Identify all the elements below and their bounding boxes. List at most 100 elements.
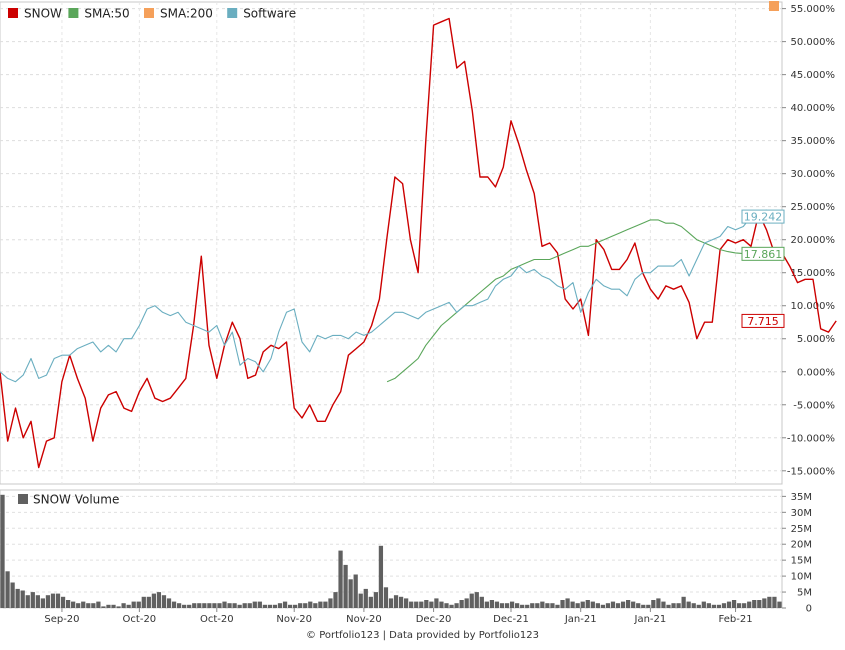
volume-bar xyxy=(585,600,590,608)
x-tick-label: Jan-21 xyxy=(564,614,597,625)
volume-bar xyxy=(595,603,600,608)
volume-bar xyxy=(15,588,20,608)
volume-bar xyxy=(192,603,197,608)
volume-bar xyxy=(464,598,469,608)
price-tick-label: -10.000% xyxy=(787,433,835,444)
volume-bar xyxy=(227,603,232,608)
volume-bar xyxy=(767,596,772,608)
x-tick-label: Dec-21 xyxy=(493,614,529,625)
volume-bar xyxy=(50,593,56,608)
legend-label-software: Software xyxy=(243,7,296,21)
volume-bar xyxy=(404,598,409,608)
volume-bar xyxy=(217,603,222,608)
volume-bar xyxy=(358,593,363,608)
volume-bar xyxy=(484,601,489,608)
x-tick-label: Dec-20 xyxy=(416,614,452,625)
volume-bar xyxy=(313,603,318,608)
volume-bar xyxy=(681,596,686,608)
price-tick-label: 45.000% xyxy=(791,70,836,81)
volume-bar xyxy=(30,592,35,608)
volume-bar xyxy=(454,603,459,608)
volume-bar xyxy=(721,603,727,608)
price-tick-label: 15.000% xyxy=(791,268,836,279)
volume-bar xyxy=(742,603,747,608)
volume-bar xyxy=(126,604,131,608)
volume-bar xyxy=(96,601,101,608)
volume-tick-label: 15M xyxy=(791,556,812,567)
volume-bar xyxy=(489,600,495,608)
volume-bar xyxy=(60,596,66,608)
volume-bar xyxy=(348,579,353,608)
x-tick-label: Feb-21 xyxy=(719,614,753,625)
x-tick-label: Nov-20 xyxy=(346,614,382,625)
volume-bar xyxy=(0,494,5,608)
volume-bar xyxy=(121,603,126,608)
volume-bar xyxy=(308,601,313,608)
volume-bar xyxy=(272,604,278,608)
last-value-box-software xyxy=(741,209,785,224)
volume-bar xyxy=(777,601,782,608)
volume-bar xyxy=(222,601,227,608)
price-tick-label: -15.000% xyxy=(787,466,835,477)
x-tick-label: Sep-20 xyxy=(44,614,79,625)
volume-bar xyxy=(293,604,298,608)
legend-swatch-snow xyxy=(8,8,18,18)
price-plot-area xyxy=(0,1,783,485)
volume-bar xyxy=(318,601,323,608)
volume-bar xyxy=(636,603,641,608)
volume-bar xyxy=(368,596,373,608)
volume-bar xyxy=(620,601,626,608)
volume-bar xyxy=(666,604,671,608)
volume-bar xyxy=(474,592,479,608)
x-tick-label: Oct-20 xyxy=(123,614,157,625)
last-value-label-software: 19.242 xyxy=(744,211,783,224)
volume-bar xyxy=(207,603,212,608)
volume-bar xyxy=(494,601,500,608)
volume-bar xyxy=(40,598,46,608)
volume-bar xyxy=(570,601,575,608)
volume-bar xyxy=(303,603,308,608)
legend-swatch-software xyxy=(227,8,238,18)
series-line-software xyxy=(0,209,782,383)
volume-bar xyxy=(499,603,505,608)
volume-bar xyxy=(444,603,449,608)
series-line-snow xyxy=(0,17,837,469)
volume-bar xyxy=(520,604,525,608)
volume-tick-label: 10M xyxy=(791,572,812,583)
price-panel: -15.000% -10.000% -5.000% 0.000% 5.000% 10.00… xyxy=(0,1,837,485)
volume-bar xyxy=(736,603,742,608)
volume-bar xyxy=(530,603,535,608)
volume-bar xyxy=(197,603,202,608)
volume-bar xyxy=(711,604,717,608)
volume-bar xyxy=(247,603,252,608)
footer-credit: © Portfolio123 | Data provided by Portfo… xyxy=(306,630,539,641)
volume-tick-label: 25M xyxy=(791,524,812,535)
volume-bar xyxy=(65,600,71,608)
volume-bar xyxy=(131,601,136,608)
volume-bar xyxy=(676,603,681,608)
volume-bar xyxy=(91,603,96,608)
legend-swatch-sma-200 xyxy=(144,8,154,18)
price-tick-label: 10.000% xyxy=(791,301,836,312)
volume-bar xyxy=(631,601,636,608)
volume-bar xyxy=(565,598,570,608)
volume-bar xyxy=(338,550,343,608)
price-tick-label: 30.000% xyxy=(791,169,836,180)
volume-bar xyxy=(590,601,595,608)
volume-bar xyxy=(35,595,40,608)
volume-bar xyxy=(691,603,696,608)
volume-bar xyxy=(323,601,328,608)
volume-plot-area xyxy=(0,489,783,609)
volume-bar xyxy=(262,604,267,608)
volume-bar xyxy=(762,598,767,608)
volume-bar xyxy=(25,595,30,608)
volume-bar xyxy=(747,601,752,608)
volume-bar xyxy=(287,604,293,608)
volume-bar xyxy=(449,604,454,608)
volume-bar xyxy=(106,604,111,608)
volume-bar xyxy=(81,601,86,608)
volume-bar xyxy=(605,603,611,608)
volume-bar xyxy=(10,582,15,608)
volume-bar xyxy=(726,601,732,608)
